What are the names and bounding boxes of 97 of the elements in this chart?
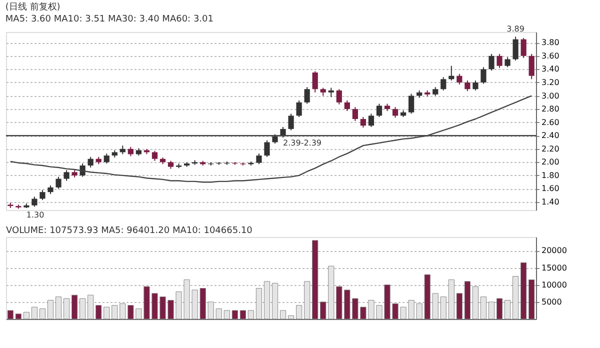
candlestick [56, 176, 62, 190]
annotation: 2.39-2.39 [283, 138, 322, 148]
bar [464, 281, 470, 320]
bar [15, 314, 22, 320]
y-tick-label: 2.80 [542, 104, 560, 114]
candlestick [376, 103, 382, 118]
chart-subtitle: MA5: 3.60 MA10: 3.51 MA30: 3.40 MA60: 3.01 [5, 14, 214, 25]
candlestick [336, 88, 342, 105]
y-tick-label: 1.60 [542, 184, 560, 194]
candlestick [344, 100, 350, 112]
bar [47, 300, 54, 320]
bar [312, 240, 318, 320]
bar [520, 262, 527, 320]
bar [63, 298, 70, 320]
chart-title: (日线 前复权) [5, 2, 60, 13]
bar [88, 294, 94, 320]
bar [256, 288, 262, 320]
candlestick [496, 53, 502, 68]
bar [23, 312, 30, 320]
bar [320, 302, 326, 320]
line-series [10, 95, 532, 183]
candlestick [488, 53, 494, 72]
annotation: 3.89 [506, 24, 524, 34]
y-tick-label: 3.80 [542, 38, 560, 48]
candlestick [104, 153, 110, 164]
y-tick-label: 1.80 [542, 170, 560, 180]
bar [288, 315, 294, 320]
candlestick [352, 106, 358, 122]
bar [280, 310, 286, 320]
bar [224, 310, 230, 320]
candlestick [456, 73, 462, 85]
candlestick [528, 53, 534, 80]
y-tick-label: 2.20 [542, 144, 560, 154]
candlestick [152, 150, 158, 162]
bar [39, 308, 46, 320]
bar [304, 281, 310, 320]
candlestick [288, 113, 294, 131]
candlestick [128, 146, 134, 157]
candlestick [312, 70, 318, 93]
candlestick [512, 36, 518, 62]
candlestick [296, 100, 302, 118]
bar [488, 302, 495, 320]
bar [72, 294, 78, 320]
y-tick-label: 5000 [542, 297, 562, 306]
bar [296, 305, 302, 320]
bar [528, 279, 535, 320]
candlestick [520, 37, 526, 58]
bar [240, 310, 246, 320]
candlestick [272, 134, 278, 144]
bar [480, 296, 487, 320]
candlestick [368, 113, 374, 128]
y-tick-label: 3.60 [542, 51, 560, 60]
bar [472, 286, 479, 320]
candlestick [264, 140, 270, 158]
candlestick [408, 93, 414, 114]
bar [504, 300, 511, 320]
candlestick [392, 106, 398, 118]
y-tick-label: 3.00 [542, 91, 560, 100]
bar [496, 298, 503, 320]
candlestick [64, 170, 70, 182]
y-tick-label: 2.60 [542, 118, 560, 127]
candlestick [440, 76, 446, 91]
bar [264, 281, 270, 320]
candlestick [88, 156, 94, 168]
bar [440, 296, 446, 320]
bar [512, 276, 519, 320]
bar [456, 293, 462, 320]
candlestick [480, 66, 486, 84]
y-tick-label: 2.00 [542, 158, 560, 167]
chart-title: VOLUME: 107573.93 MA5: 96401.20 MA10: 104665.10 [6, 226, 253, 236]
y-tick-label: 15000 [542, 263, 567, 272]
bar [55, 296, 62, 320]
candlestick [464, 80, 470, 92]
bar [272, 282, 278, 320]
bar [248, 310, 254, 320]
bar [31, 306, 38, 320]
y-tick-label: 10000 [542, 280, 567, 290]
candlestick [32, 196, 38, 208]
candlestick [304, 86, 310, 104]
candlestick [360, 116, 366, 128]
annotation: 1.30 [26, 210, 44, 220]
y-tick-label: 1.40 [542, 198, 560, 207]
candlestick [40, 190, 46, 201]
bar [96, 305, 102, 320]
y-tick-label: 3.20 [542, 78, 560, 87]
bar [7, 310, 14, 320]
candlestick [328, 87, 334, 98]
candlestick [472, 80, 478, 91]
candlestick [504, 56, 510, 68]
bar [216, 308, 222, 320]
y-tick-label: 20000 [542, 246, 567, 256]
y-tick-label: 3.40 [542, 64, 560, 74]
y-tick-label: 2.40 [542, 131, 560, 140]
bar [232, 310, 238, 320]
bar [448, 279, 454, 320]
candlestick [256, 153, 262, 165]
bar [80, 298, 86, 320]
